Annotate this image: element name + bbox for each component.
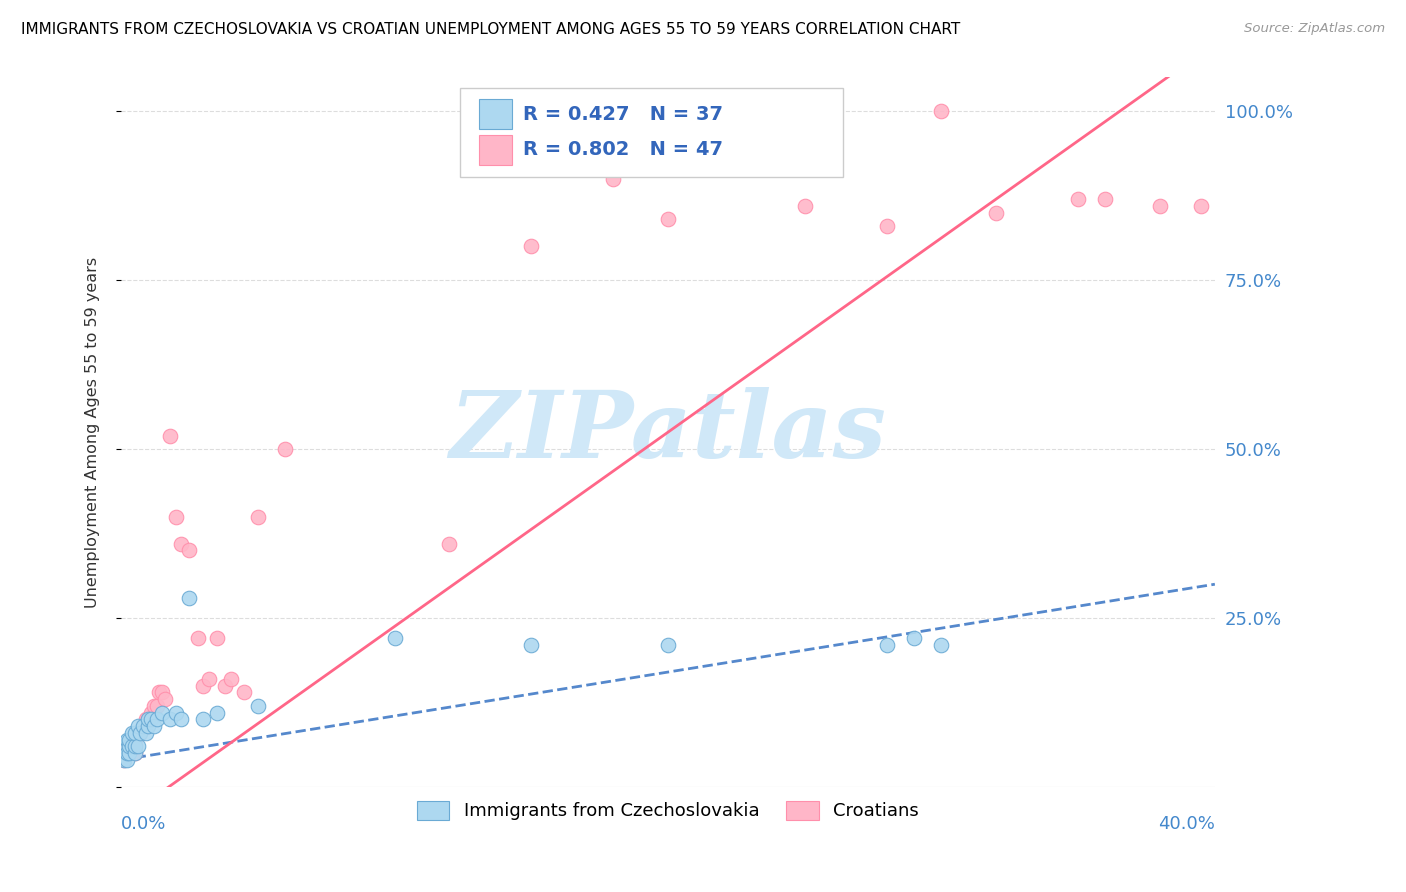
Point [124,746,146,760]
Legend: Immigrants from Czechoslovakia, Croatians: Immigrants from Czechoslovakia, Croatian… [409,794,927,828]
Point [793,199,815,213]
Point [205,706,228,720]
Point [115,746,138,760]
Point [138,719,160,733]
Text: R = 0.427   N = 37: R = 0.427 N = 37 [523,105,723,124]
Point [145,712,167,726]
Point [121,732,143,747]
Point [439,536,461,550]
Point [148,685,170,699]
Point [142,719,165,733]
Point [170,712,193,726]
Point [127,739,149,754]
Point [165,706,187,720]
Text: IMMIGRANTS FROM CZECHOSLOVAKIA VS CROATIAN UNEMPLOYMENT AMONG AGES 55 TO 59 YEAR: IMMIGRANTS FROM CZECHOSLOVAKIA VS CROATI… [21,22,960,37]
FancyBboxPatch shape [460,88,844,177]
Point [191,679,214,693]
Point [984,205,1007,219]
Point [138,712,160,726]
Point [931,638,953,652]
Point [129,726,152,740]
Point [1149,199,1171,213]
Text: 40.0%: 40.0% [1159,815,1215,833]
Point [1189,199,1212,213]
Point [135,712,157,726]
Point [179,543,201,558]
Point [150,706,173,720]
Point [138,712,160,726]
Point [520,638,543,652]
Point [129,726,152,740]
Point [657,212,679,227]
Point [931,104,953,119]
Point [118,746,141,760]
Point [384,632,406,646]
Text: ZIPatlas: ZIPatlas [450,387,887,477]
Point [711,124,734,138]
FancyBboxPatch shape [479,99,512,129]
Point [179,591,201,605]
Point [135,726,157,740]
Point [150,685,173,699]
Point [124,726,146,740]
Point [112,739,135,754]
Point [246,509,269,524]
Text: R = 0.802   N = 47: R = 0.802 N = 47 [523,140,723,160]
Point [141,706,163,720]
Point [170,536,193,550]
Point [112,753,135,767]
Y-axis label: Unemployment Among Ages 55 to 59 years: Unemployment Among Ages 55 to 59 years [86,257,100,607]
Point [165,509,187,524]
Point [520,239,543,253]
Point [121,739,143,754]
Point [121,739,143,754]
Point [145,698,167,713]
Point [191,712,214,726]
Point [153,692,176,706]
Point [159,712,181,726]
Point [115,739,138,754]
Point [214,679,236,693]
Point [124,732,146,747]
Point [876,219,898,233]
Point [876,638,898,652]
Point [657,638,679,652]
Point [1094,192,1116,206]
Point [159,428,181,442]
Point [274,442,297,456]
Point [142,698,165,713]
Point [197,672,219,686]
Point [112,753,135,767]
Point [118,739,141,754]
Point [115,753,138,767]
Point [118,732,141,747]
Point [121,726,143,740]
Point [115,732,138,747]
Point [602,171,624,186]
Point [219,672,242,686]
Point [246,698,269,713]
Point [118,746,141,760]
Point [205,632,228,646]
Point [127,726,149,740]
Point [141,712,163,726]
FancyBboxPatch shape [479,135,512,165]
Point [124,739,146,754]
Point [118,739,141,754]
Point [112,746,135,760]
Point [132,719,155,733]
Point [127,719,149,733]
Point [903,632,925,646]
Point [187,632,209,646]
Point [233,685,256,699]
Point [124,746,146,760]
Point [1067,192,1090,206]
Point [115,746,138,760]
Text: Source: ZipAtlas.com: Source: ZipAtlas.com [1244,22,1385,36]
Text: 0.0%: 0.0% [121,815,166,833]
Point [132,719,155,733]
